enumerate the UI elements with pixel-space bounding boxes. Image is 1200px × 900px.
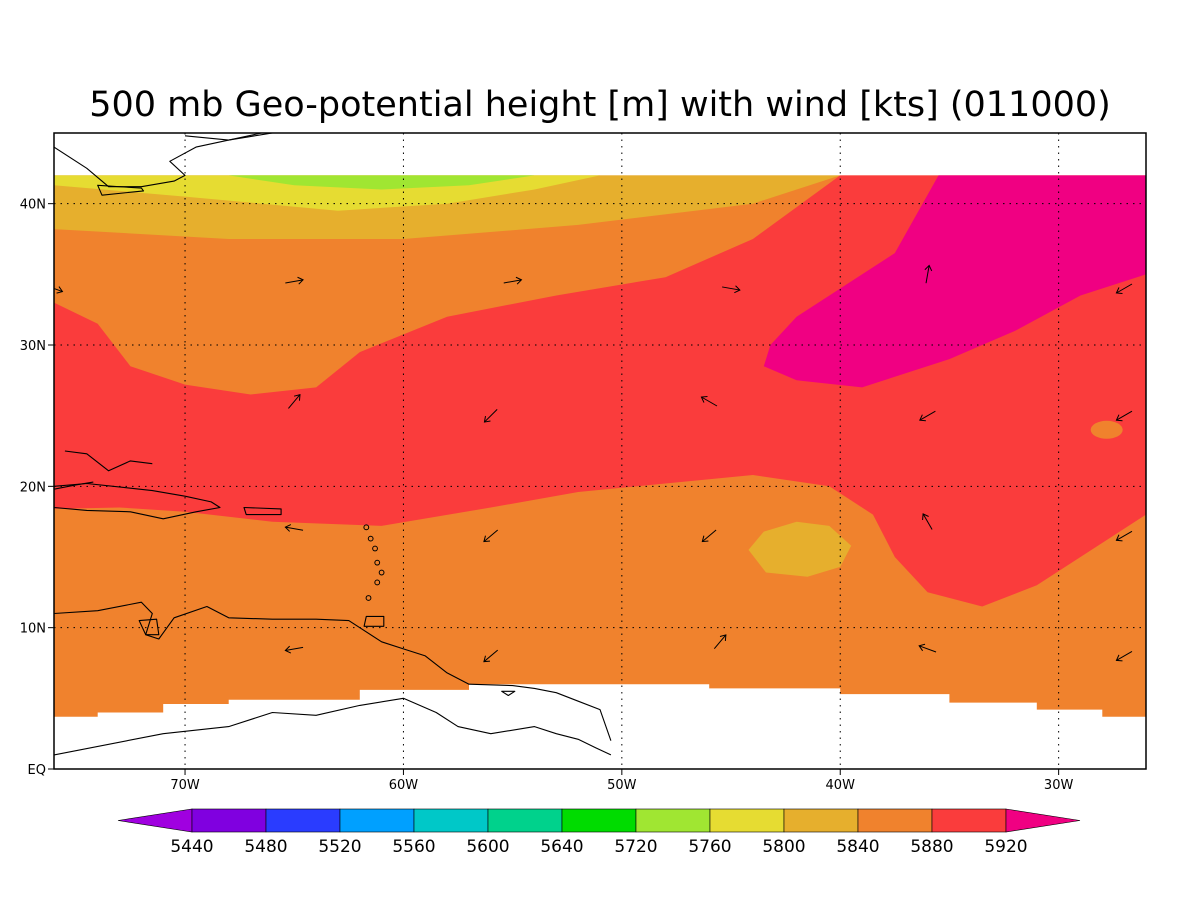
wind-vector xyxy=(713,634,727,650)
wind-vector xyxy=(288,393,301,409)
colorbar-swatch xyxy=(339,808,415,833)
wind-vector xyxy=(483,408,498,423)
height-contour-fills xyxy=(54,175,1146,769)
wind-vector xyxy=(503,276,523,285)
map-title: 500 mb Geo-potential height [m] with win… xyxy=(89,85,1111,125)
wind-vectors xyxy=(54,264,1133,663)
colorbar-swatch xyxy=(191,808,267,833)
colorbar-arrow-low xyxy=(117,808,193,833)
coast-puerto-rico xyxy=(243,506,282,516)
coast-lesser-antilles-island xyxy=(363,524,370,531)
coast-cuba xyxy=(54,481,94,490)
colorbar: 5440 5480 5520 5560 5600 5640 5720 5760 5800 5840… xyxy=(117,808,1081,857)
coast-bahamas xyxy=(64,450,153,472)
wind-vector xyxy=(701,529,717,543)
wind-vector xyxy=(722,285,741,294)
coast-south-america xyxy=(54,601,612,741)
axis-ticks: 70W 60W 50W 40W 30W EQ 10N 20N 30N 40N xyxy=(20,198,1074,793)
wind-vector xyxy=(483,649,499,663)
colorbar-swatch xyxy=(783,808,859,833)
height-cell-5800 xyxy=(748,521,852,577)
colorbar-label: 5560 xyxy=(392,837,435,857)
wind-vector xyxy=(919,410,936,422)
colorbar-swatch xyxy=(635,808,711,833)
coast-trinidad xyxy=(363,615,385,627)
lat-tick-label: EQ xyxy=(28,763,46,778)
wind-vector xyxy=(922,513,933,530)
coast-suriname-reservoir xyxy=(501,690,516,697)
height-cell-5840-small xyxy=(1090,420,1123,439)
lon-tick-label: 30W xyxy=(1044,778,1074,793)
lat-tick-label: 20N xyxy=(20,480,46,495)
colorbar-label: 5760 xyxy=(688,837,731,857)
wind-vector xyxy=(1115,530,1133,542)
wind-vector xyxy=(483,529,499,543)
colorbar-swatch xyxy=(931,808,1007,833)
coast-maine xyxy=(184,133,273,141)
colorbar-label: 5880 xyxy=(910,837,953,857)
wind-vector xyxy=(1115,650,1133,662)
coast-new-england xyxy=(54,133,262,188)
colorbar-label: 5800 xyxy=(762,837,805,857)
coast-lesser-antilles-island xyxy=(367,535,374,542)
colorbar-label: 5720 xyxy=(614,837,657,857)
colorbar-label: 5840 xyxy=(836,837,879,857)
plot-frame xyxy=(53,132,1147,770)
lon-tick-label: 60W xyxy=(389,778,419,793)
height-band-5920 xyxy=(763,175,1146,388)
colorbar-label: 5600 xyxy=(466,837,509,857)
lat-tick-label: 10N xyxy=(20,622,46,637)
colorbar-label: 5520 xyxy=(318,837,361,857)
colorbar-swatch xyxy=(413,808,489,833)
coast-lake-maracaibo xyxy=(138,618,160,636)
coastlines xyxy=(54,133,612,756)
gridlines xyxy=(54,133,1146,769)
wind-vector xyxy=(1115,283,1133,295)
colorbar-label: 5920 xyxy=(984,837,1027,857)
wind-vector xyxy=(54,284,64,294)
colorbar-swatch xyxy=(487,808,563,833)
coast-lesser-antilles-island xyxy=(374,579,381,586)
wind-vector xyxy=(924,264,933,284)
wind-vector xyxy=(700,395,718,407)
colorbar-label: 5440 xyxy=(170,837,213,857)
lon-tick-label: 40W xyxy=(826,778,856,793)
height-band-5720 xyxy=(228,175,535,190)
colorbar-label: 5640 xyxy=(540,837,583,857)
coast-lesser-antilles-island xyxy=(372,545,378,552)
wind-vector xyxy=(1115,410,1133,422)
lon-tick-label: 70W xyxy=(170,778,200,793)
lon-tick-label: 50W xyxy=(607,778,637,793)
coast-hispaniola xyxy=(54,482,221,520)
coast-interior-borders xyxy=(54,697,612,756)
wind-vector xyxy=(284,645,304,654)
wind-vector xyxy=(284,524,304,532)
colorbar-label: 5480 xyxy=(244,837,287,857)
coast-lesser-antilles-island xyxy=(374,559,381,566)
lat-tick-label: 40N xyxy=(20,198,46,213)
lat-tick-label: 30N xyxy=(20,339,46,354)
wind-vector xyxy=(285,276,304,285)
coast-long-island xyxy=(97,184,145,196)
wind-vector xyxy=(918,643,937,653)
colorbar-swatch xyxy=(709,808,785,833)
colorbar-swatch xyxy=(265,808,341,833)
coast-lesser-antilles-island xyxy=(365,595,372,601)
colorbar-swatch xyxy=(857,808,933,833)
no-data-region xyxy=(54,684,1146,769)
colorbar-swatch xyxy=(561,808,637,833)
plot-area xyxy=(54,133,1146,769)
coast-lesser-antilles-island xyxy=(378,569,385,576)
colorbar-arrow-high xyxy=(1005,808,1081,833)
